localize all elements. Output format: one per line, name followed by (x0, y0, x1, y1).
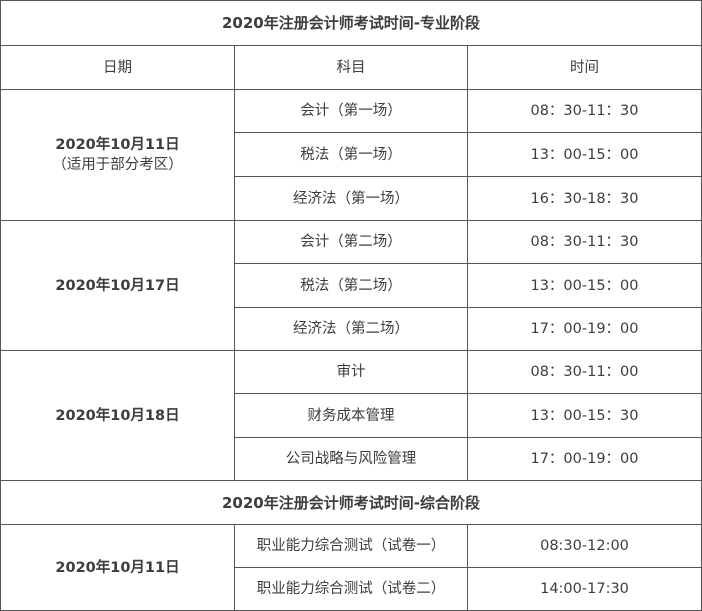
date-cell: 2020年10月17日 (0, 220, 235, 351)
subject-cell: 经济法（第二场） (234, 307, 468, 351)
header-subject: 科目 (234, 45, 468, 90)
time-cell: 17：00-19：00 (467, 437, 702, 481)
comprehensive-stage-title: 2020年注册会计师考试时间-综合阶段 (0, 480, 702, 525)
subject-cell: 税法（第一场） (234, 132, 468, 177)
professional-stage-title: 2020年注册会计师考试时间-专业阶段 (0, 0, 702, 46)
time-cell: 14:00-17:30 (467, 567, 702, 611)
subject-cell: 职业能力综合测试（试卷二） (234, 567, 468, 611)
date-cell: 2020年10月11日 （适用于部分考区） (0, 89, 235, 221)
date-cell: 2020年10月18日 (0, 350, 235, 481)
date-text: 2020年10月11日 (55, 137, 180, 153)
time-cell: 08:30-12:00 (467, 524, 702, 568)
time-cell: 17：00-19：00 (467, 307, 702, 351)
subject-cell: 审计 (234, 350, 468, 394)
time-cell: 08：30-11：30 (467, 89, 702, 133)
time-cell: 08：30-11：30 (467, 220, 702, 264)
time-cell: 13：00-15：00 (467, 132, 702, 177)
subject-cell: 经济法（第一场） (234, 176, 468, 221)
date-cell: 2020年10月11日 (0, 524, 235, 611)
subject-cell: 会计（第二场） (234, 220, 468, 264)
time-cell: 16：30-18：30 (467, 176, 702, 221)
subject-cell: 会计（第一场） (234, 89, 468, 133)
subject-cell: 财务成本管理 (234, 393, 468, 438)
header-time: 时间 (467, 45, 702, 90)
time-cell: 08：30-11：00 (467, 350, 702, 394)
subject-cell: 税法（第二场） (234, 263, 468, 308)
header-date: 日期 (0, 45, 235, 90)
subject-cell: 职业能力综合测试（试卷一） (234, 524, 468, 568)
time-cell: 13：00-15：30 (467, 393, 702, 438)
date-note: （适用于部分考区） (52, 157, 183, 173)
time-cell: 13：00-15：00 (467, 263, 702, 308)
subject-cell: 公司战略与风险管理 (234, 437, 468, 481)
